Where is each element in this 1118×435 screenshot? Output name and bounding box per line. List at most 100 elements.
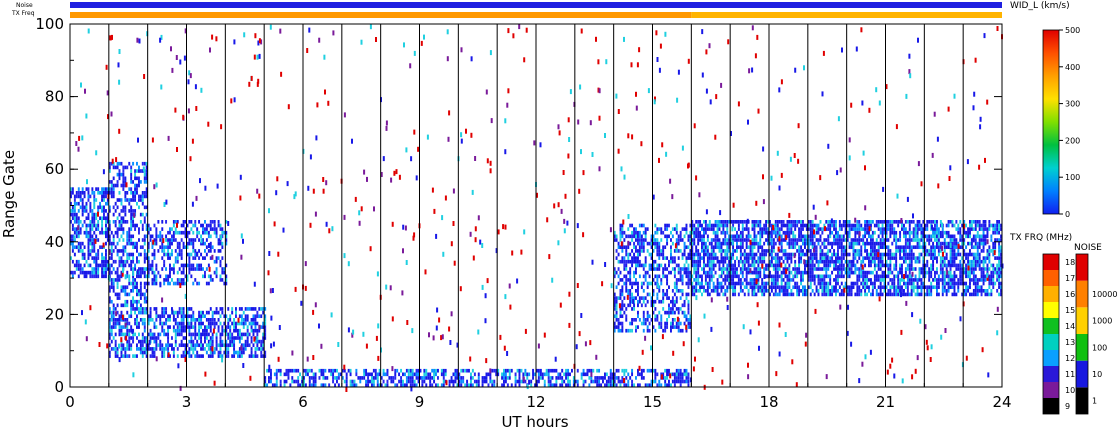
echo-cell xyxy=(819,245,822,250)
echo-cell xyxy=(145,194,148,199)
echo-cell xyxy=(772,263,775,268)
echo-cell xyxy=(204,227,206,231)
echo-cell xyxy=(755,259,758,264)
echo-cell xyxy=(798,285,801,290)
echo-cell xyxy=(934,249,936,253)
echo-cell xyxy=(840,223,843,228)
echo-cell xyxy=(726,241,729,246)
echo-cell xyxy=(903,234,905,239)
echo-cell xyxy=(110,281,113,286)
echo-cell xyxy=(819,285,822,290)
echo-cell xyxy=(856,241,859,246)
echo-cell xyxy=(654,328,657,333)
echo-cell xyxy=(421,379,424,384)
echo-cell xyxy=(786,252,789,257)
echo-cell xyxy=(887,270,890,275)
echo-cell xyxy=(623,274,626,279)
echo-cell xyxy=(862,259,865,264)
echo-cell xyxy=(437,368,439,373)
echo-cell xyxy=(930,234,933,239)
echo-cell xyxy=(943,259,946,264)
echo-cell xyxy=(132,307,135,311)
echo-cell xyxy=(207,249,210,253)
echo-cell xyxy=(693,289,696,293)
echo-cell xyxy=(130,227,133,231)
echo-cell xyxy=(656,274,659,279)
echo-cell xyxy=(71,259,74,264)
echo-cell xyxy=(798,238,801,242)
echo-cell xyxy=(945,241,948,246)
echo-cell xyxy=(619,259,622,264)
echo-cell xyxy=(701,238,703,242)
echo-cell xyxy=(70,191,72,195)
echo-cell xyxy=(786,278,789,282)
echo-cell xyxy=(912,238,915,242)
echo-cell xyxy=(953,223,956,228)
echo-cell xyxy=(621,321,624,326)
echo-cell xyxy=(477,372,480,377)
echo-cell xyxy=(200,339,203,344)
echo-cell xyxy=(114,245,117,250)
echo-cell xyxy=(916,241,919,246)
echo-cell xyxy=(215,336,218,340)
echo-cell xyxy=(202,230,204,235)
echo-cell xyxy=(114,230,117,235)
echo-cell xyxy=(91,234,94,239)
echo-cell xyxy=(89,230,92,235)
echo-cell xyxy=(714,234,717,239)
echo-cell xyxy=(761,230,764,235)
echo-cell xyxy=(204,339,206,344)
echo-cell xyxy=(652,379,655,384)
echo-cell xyxy=(852,227,855,231)
echo-cell xyxy=(918,241,921,246)
echo-cell xyxy=(145,161,148,166)
echo-cell xyxy=(209,256,212,260)
echo-cell xyxy=(718,281,721,286)
echo-cell xyxy=(204,241,206,246)
echo-cell xyxy=(804,292,806,297)
echo-cell xyxy=(685,318,688,322)
echo-cell xyxy=(906,285,909,290)
echo-cell xyxy=(136,191,138,195)
echo-cell xyxy=(683,249,686,253)
echo-cell xyxy=(788,274,791,279)
echo-cell xyxy=(800,278,803,282)
echo-cell xyxy=(186,343,189,348)
echo-cell xyxy=(866,249,869,253)
echo-cell xyxy=(126,325,129,329)
echo-cell xyxy=(174,259,177,264)
echo-cell xyxy=(250,336,253,340)
echo-cell xyxy=(464,368,467,373)
echo-cell xyxy=(885,234,888,239)
echo-cell xyxy=(489,376,492,380)
echo-cell xyxy=(163,314,166,319)
echo-cell xyxy=(662,376,665,380)
echo-cell xyxy=(926,252,929,257)
echo-cell xyxy=(91,245,94,250)
echo-cell xyxy=(794,245,797,250)
echo-cell xyxy=(194,238,197,242)
echo-cell xyxy=(594,376,597,380)
echo-cell xyxy=(712,263,715,268)
echo-cell xyxy=(250,339,253,344)
echo-cell xyxy=(642,296,645,300)
echo-cell xyxy=(433,368,436,373)
echo-cell xyxy=(194,343,197,348)
echo-cell xyxy=(198,325,201,329)
echo-cell xyxy=(710,270,713,275)
echo-cell xyxy=(856,285,859,290)
echo-cell xyxy=(885,252,888,257)
echo-cell xyxy=(798,245,801,250)
echo-cell xyxy=(654,379,657,384)
echo-cell xyxy=(339,372,342,377)
echo-cell xyxy=(524,368,527,373)
echo-cell xyxy=(176,281,179,286)
echo-cell xyxy=(182,267,185,271)
echo-cell xyxy=(901,278,903,282)
echo-cell xyxy=(737,274,740,279)
echo-cell xyxy=(689,234,692,239)
echo-cell xyxy=(217,350,220,355)
echo-cell xyxy=(112,238,115,242)
echo-cell xyxy=(747,256,750,260)
echo-cell xyxy=(673,325,676,329)
